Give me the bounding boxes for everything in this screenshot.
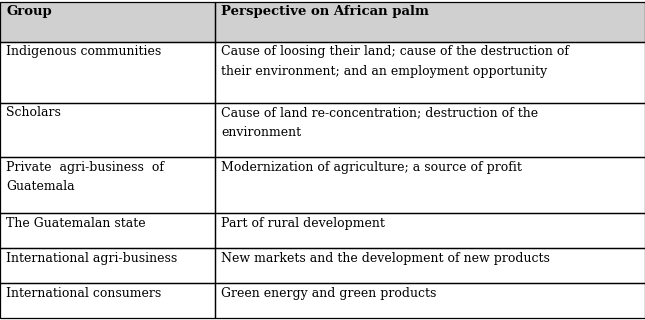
Text: Modernization of agriculture; a source of profit: Modernization of agriculture; a source o… xyxy=(221,161,522,173)
Bar xyxy=(0,248,215,284)
Bar xyxy=(215,157,645,213)
Bar xyxy=(215,284,645,318)
Text: Cause of land re-concentration; destruction of the
environment: Cause of land re-concentration; destruct… xyxy=(221,106,539,139)
Bar xyxy=(215,103,645,157)
Bar xyxy=(215,103,645,157)
Bar xyxy=(0,284,215,318)
Text: Green energy and green products: Green energy and green products xyxy=(221,287,437,300)
Bar xyxy=(0,103,215,157)
Bar xyxy=(0,157,215,213)
Bar xyxy=(215,248,645,284)
Text: Perspective on African palm: Perspective on African palm xyxy=(221,5,429,18)
Bar xyxy=(0,248,215,284)
Bar xyxy=(215,213,645,248)
Text: Cause of loosing their land; cause of the destruction of
their environment; and : Cause of loosing their land; cause of th… xyxy=(221,45,570,77)
Bar xyxy=(215,213,645,248)
Text: Private  agri-business  of
Guatemala: Private agri-business of Guatemala xyxy=(6,161,164,193)
Bar xyxy=(215,157,645,213)
Bar xyxy=(215,284,645,318)
Text: Part of rural development: Part of rural development xyxy=(221,217,385,229)
Text: Indigenous communities: Indigenous communities xyxy=(6,45,162,58)
Bar xyxy=(0,103,215,157)
Bar xyxy=(0,213,215,248)
Text: New markets and the development of new products: New markets and the development of new p… xyxy=(221,252,550,265)
Text: Scholars: Scholars xyxy=(6,106,61,119)
Bar xyxy=(0,284,215,318)
Bar xyxy=(215,2,645,42)
Text: The Guatemalan state: The Guatemalan state xyxy=(6,217,146,229)
Bar xyxy=(215,42,645,103)
Text: International agri-business: International agri-business xyxy=(6,252,178,265)
Bar xyxy=(0,213,215,248)
Bar xyxy=(215,248,645,284)
Bar xyxy=(0,157,215,213)
Bar xyxy=(0,2,215,42)
Text: Group: Group xyxy=(6,5,52,18)
Bar xyxy=(215,2,645,42)
Bar xyxy=(0,2,215,42)
Bar xyxy=(215,42,645,103)
Bar xyxy=(0,42,215,103)
Bar xyxy=(0,42,215,103)
Text: International consumers: International consumers xyxy=(6,287,162,300)
